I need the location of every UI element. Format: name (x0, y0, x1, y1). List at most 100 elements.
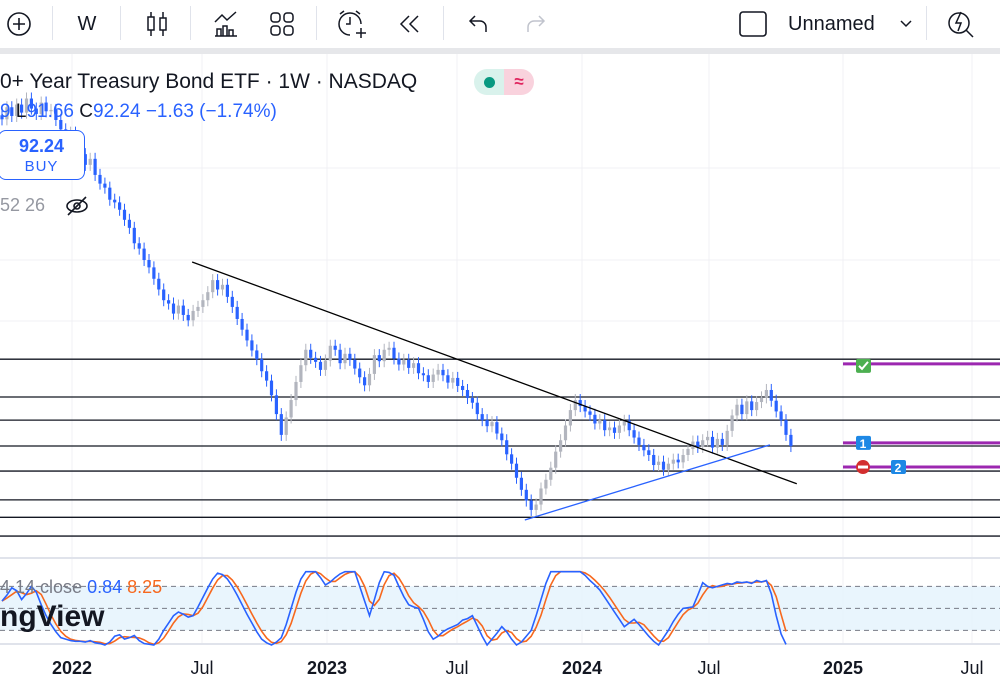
candle-body (289, 400, 293, 418)
candle-body (485, 420, 489, 427)
layouts-button[interactable] (264, 6, 300, 42)
candle-body (573, 400, 577, 411)
time-axis-label: Jul (445, 658, 469, 678)
candle-body (201, 300, 205, 307)
candle-body (514, 463, 519, 478)
layout-menu-button[interactable] (896, 6, 916, 42)
candle-body (416, 363, 421, 374)
candle-body (563, 425, 568, 441)
undo-button[interactable] (462, 6, 496, 42)
candle-body (49, 109, 53, 112)
time-axis-label: 2022 (51, 658, 93, 678)
candle-body (436, 369, 440, 375)
buy-price: 92.24 (18, 136, 65, 156)
candle-body (235, 306, 239, 319)
time-axis-label: 2023 (306, 658, 348, 678)
candle-body (456, 377, 460, 386)
candle-body (367, 373, 372, 386)
trendline (524, 444, 771, 521)
candle-body (603, 420, 607, 431)
layout-name-button[interactable]: Unnamed (788, 6, 884, 42)
symbol-title[interactable]: 0+ Year Treasury Bond ETF · 1W · NASDAQ (0, 70, 418, 93)
candle-body (470, 398, 474, 403)
candle-body (382, 349, 386, 362)
candle-body (363, 377, 367, 386)
indicators-button[interactable] (208, 6, 244, 42)
candle-body (299, 365, 303, 382)
candle-body (338, 349, 342, 364)
candle-body (54, 109, 58, 120)
status-pill[interactable]: ≈ (474, 69, 534, 95)
candle-body (294, 381, 298, 401)
candle-body (637, 437, 641, 445)
candle-body (392, 347, 396, 359)
candle-body (314, 357, 318, 362)
candle-body (632, 430, 636, 438)
candle-body (147, 260, 151, 268)
buy-button[interactable]: 92.24 BUY (0, 130, 85, 180)
candle-body (593, 414, 597, 424)
chevron-down-icon (900, 20, 912, 28)
plus-circle-icon (7, 12, 31, 36)
candle-body (250, 340, 254, 351)
candle-body (657, 461, 661, 466)
candles-icon (147, 12, 167, 36)
eye-off-icon[interactable] (64, 195, 90, 217)
candle-body (216, 280, 220, 290)
quick-search-icon (948, 11, 974, 38)
candle-body (10, 107, 14, 116)
candle-body (122, 209, 127, 220)
candle-body (206, 292, 210, 301)
add-symbol-button[interactable] (2, 6, 36, 42)
layout-checkbox[interactable] (736, 6, 770, 42)
candle-body (676, 459, 680, 463)
candle-body (157, 278, 161, 290)
candle-body (529, 500, 533, 510)
candle-body (735, 404, 739, 416)
candle-body (402, 359, 406, 365)
ohlc-values: 9 L91.66 C92.24 −1.63 (−1.74%) (0, 101, 277, 122)
redo-button[interactable] (518, 6, 552, 42)
candle-body (328, 345, 332, 361)
candle-body (608, 427, 612, 431)
candle-body (598, 420, 602, 424)
candle-body (725, 430, 729, 445)
candle-body (769, 389, 773, 401)
candle-body (176, 305, 180, 314)
candle-body (137, 243, 141, 249)
candle-body (642, 444, 646, 451)
candle-body (44, 102, 48, 112)
layouts-icon (270, 12, 294, 36)
check-icon (858, 361, 869, 371)
candle-body (764, 389, 768, 398)
candle-body (372, 355, 376, 374)
candle-body (127, 219, 131, 228)
candle-body (490, 422, 494, 427)
candle-body (5, 107, 9, 120)
candle-body (755, 402, 759, 411)
price-chart[interactable]: 12 (0, 54, 1000, 700)
chart-type-button[interactable] (140, 6, 174, 42)
candle-body (622, 420, 626, 426)
candle-body (39, 102, 43, 114)
trendline (191, 261, 798, 485)
candle-body (500, 433, 504, 441)
candle-body (686, 448, 690, 455)
candle-body (559, 440, 563, 452)
candle-body (544, 479, 548, 489)
alert-button[interactable] (334, 6, 370, 42)
candle-body (142, 248, 146, 261)
candle-body (666, 463, 670, 470)
candle-body (260, 359, 264, 372)
candle-body (279, 414, 283, 435)
candle-body (730, 415, 734, 431)
candle-body (333, 345, 337, 350)
replay-button[interactable] (393, 6, 427, 42)
interval-button[interactable]: W (70, 6, 104, 42)
quick-search-button[interactable] (944, 6, 978, 42)
candle-body (745, 401, 749, 415)
stop-bar (858, 465, 868, 469)
candle-body (568, 410, 572, 426)
candle-body (519, 477, 523, 490)
candle-body (397, 358, 401, 365)
